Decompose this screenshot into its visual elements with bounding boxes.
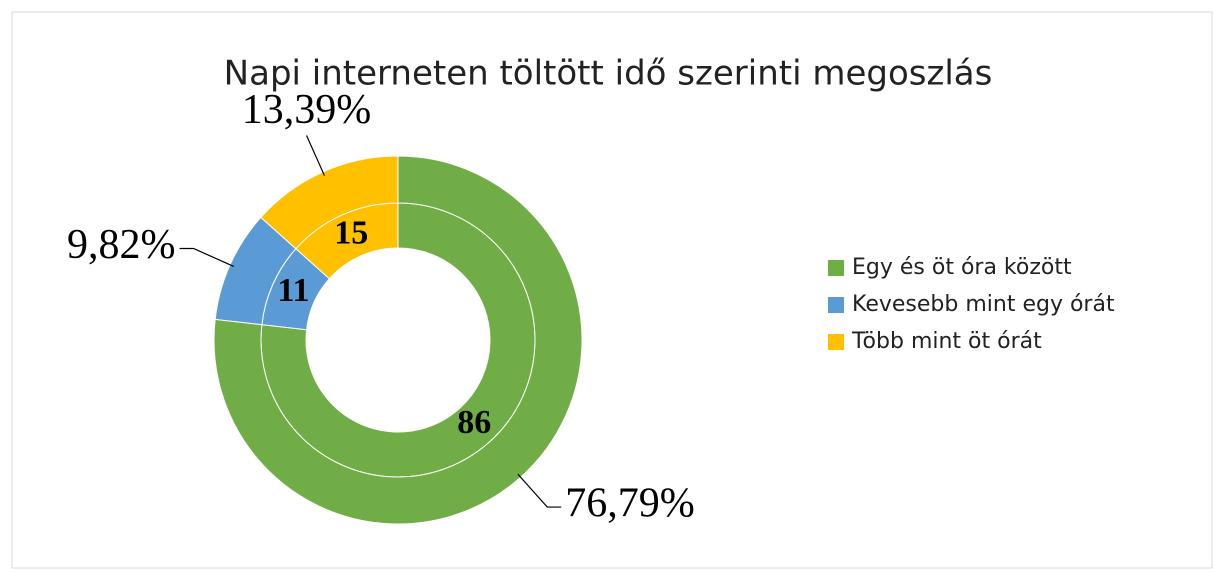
donut-segment [213, 155, 583, 525]
leader-line [517, 473, 562, 508]
data-label: 13,39% [242, 87, 372, 133]
data-label: 11 [277, 272, 309, 309]
leader-line [305, 135, 326, 176]
legend-label: Több mint öt órát [851, 329, 1042, 354]
chart-border [11, 11, 1213, 569]
data-label: 86 [457, 404, 491, 441]
data-label: 76,79% [565, 481, 695, 527]
legend-label: Egy és öt óra között [852, 255, 1072, 280]
donut-segment [260, 155, 399, 250]
chart-title: Napi interneten töltött idő szerinti meg… [224, 54, 993, 94]
legend-swatch [828, 297, 844, 313]
data-label: 15 [334, 214, 368, 251]
legend-swatch [828, 260, 844, 276]
leader-line [179, 247, 234, 267]
data-label: 9,82% [67, 222, 176, 268]
legend-swatch [828, 334, 844, 350]
legend-label: Kevesebb mint egy órát [852, 292, 1115, 317]
